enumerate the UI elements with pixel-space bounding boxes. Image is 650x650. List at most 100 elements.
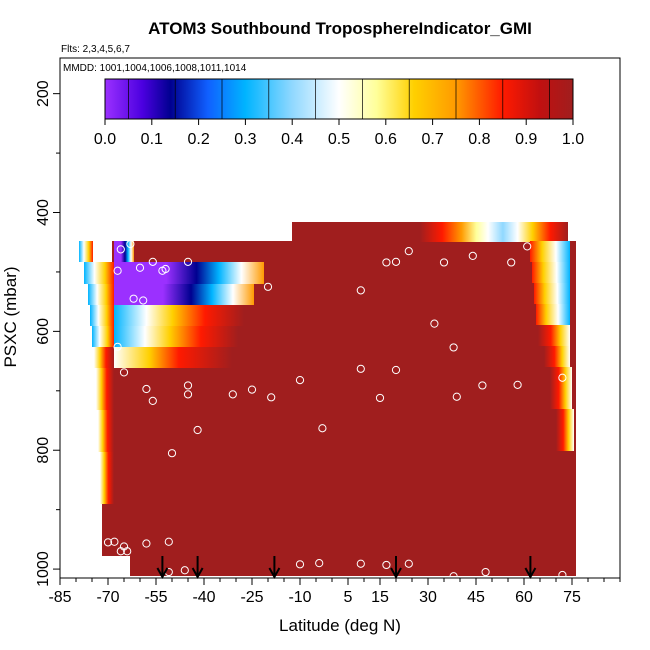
- sample-point: [123, 547, 132, 556]
- y-tick-label: 600: [35, 318, 52, 345]
- field-antarctic-edge-10: [102, 504, 114, 556]
- field-south-strat-6: [114, 347, 232, 368]
- sample-point: [164, 537, 173, 546]
- x-tick-label: -25: [240, 589, 263, 606]
- sample-point: [478, 381, 487, 390]
- sample-point: [110, 537, 119, 546]
- sample-point: [558, 373, 567, 382]
- sample-point: [228, 390, 237, 399]
- sample-point: [142, 539, 151, 548]
- field-antarctic-edge-3: [88, 284, 114, 305]
- sample-point: [183, 390, 193, 399]
- x-tick-label: 15: [371, 589, 389, 606]
- sample-point: [113, 266, 122, 275]
- x-tick-label: -85: [48, 589, 71, 606]
- colorbar-tick-label: 0.7: [421, 131, 443, 148]
- colorbar-tick-label: 0.8: [468, 131, 490, 148]
- field-antarctic-edge-2: [84, 262, 114, 284]
- sample-point: [356, 286, 365, 295]
- sample-point: [430, 319, 439, 328]
- sample-point: [129, 294, 138, 303]
- field-antarctic-edge-5: [92, 326, 114, 347]
- sample-point: [356, 559, 365, 568]
- x-tick-label: 45: [467, 589, 485, 606]
- sample-point: [558, 570, 567, 580]
- x-tick-label: -40: [192, 589, 215, 606]
- sample-point: [391, 365, 401, 375]
- x-tick-label: -70: [96, 589, 119, 606]
- y-tick-label: 400: [35, 199, 52, 226]
- field-antarctic-edge-1: [79, 241, 93, 262]
- flight-marker-arrowhead: [191, 567, 204, 580]
- chart-title: ATOM3 Southbound TroposphereIndicator_GM…: [148, 19, 532, 38]
- sample-point: [148, 257, 157, 266]
- y-axis: 200 400 600 800 1000: [35, 80, 60, 587]
- sample-point: [135, 263, 145, 272]
- sample-point: [113, 342, 122, 351]
- x-axis-label: Latitude (deg N): [279, 616, 401, 635]
- x-axis: -85 -70 -55 -40 -25 -10 5 15 30 45 60 75: [48, 578, 621, 606]
- flight-marker-arrowhead: [268, 567, 281, 580]
- sample-point: [295, 376, 305, 385]
- x-tick-label: 30: [419, 589, 437, 606]
- sample-point: [382, 258, 391, 267]
- field-antarctic-edge-8: [98, 410, 114, 452]
- sample-point: [507, 258, 516, 267]
- plot-frame: [59, 57, 621, 579]
- sample-point: [513, 380, 522, 389]
- sample-point: [183, 381, 193, 390]
- sample-point: [183, 257, 193, 266]
- sample-point: [295, 560, 305, 569]
- sample-point: [247, 385, 257, 394]
- sample-point: [382, 560, 391, 570]
- y-tick-label: 800: [35, 437, 52, 464]
- sample-point: [375, 393, 385, 403]
- sample-point: [523, 242, 532, 251]
- field-arctic-edge-2: [532, 262, 570, 283]
- sample-point: [318, 424, 327, 433]
- field-arctic-edge-1: [530, 241, 570, 262]
- field-antarctic-edge-9: [100, 452, 114, 504]
- dates-label: MMDD: 1001,1004,1006,1008,1011,1014: [63, 63, 247, 74]
- flight-marker-arrowhead: [156, 567, 169, 580]
- sample-point: [167, 449, 177, 458]
- flights-label: Flts: 2,3,4,5,6,7: [61, 44, 130, 55]
- y-tick-label: 200: [35, 80, 52, 107]
- y-axis-label: PSXC (mbar): [1, 266, 20, 367]
- field-blank-top-left: [60, 219, 292, 241]
- field-arctic-edge-7: [550, 367, 572, 409]
- sample-point: [404, 247, 413, 256]
- sample-point: [449, 572, 458, 581]
- sample-point: [193, 425, 202, 435]
- sample-point: [481, 567, 490, 577]
- field-top-gradient: [420, 219, 568, 242]
- colorbar-tick-label: 0.1: [141, 131, 163, 148]
- colorbar-tick-label: 0.9: [515, 131, 537, 148]
- colorbar: [104, 78, 574, 120]
- sample-point: [142, 384, 151, 394]
- sample-point: [449, 343, 458, 352]
- plot-field: [60, 219, 620, 578]
- x-tick-label: -10: [288, 589, 311, 606]
- colorbar-tick-label: 0.3: [234, 131, 256, 148]
- colorbar-tick-label: 0.6: [375, 131, 397, 148]
- sample-point: [225, 222, 234, 231]
- sample-point: [315, 559, 324, 568]
- field-antarctic-edge-4: [90, 305, 114, 326]
- sample-point: [263, 282, 273, 291]
- field-blank-right: [576, 219, 620, 578]
- sample-point: [267, 393, 276, 402]
- colorbar-ticks: 0.0 0.1 0.2 0.3 0.4 0.5 0.6 0.7 0.8 0.9 1.0: [94, 79, 584, 148]
- sample-point: [468, 251, 477, 260]
- sample-point: [116, 245, 125, 254]
- sample-point: [148, 396, 157, 406]
- sample-point: [119, 368, 129, 377]
- sample-point: [103, 538, 113, 547]
- field-south-strat-4: [114, 305, 244, 326]
- field-antarctic-edge-7: [96, 368, 114, 410]
- colorbar-tick-label: 0.4: [281, 131, 303, 148]
- sample-point: [116, 547, 125, 556]
- sample-point: [391, 257, 401, 266]
- sample-point: [439, 258, 449, 267]
